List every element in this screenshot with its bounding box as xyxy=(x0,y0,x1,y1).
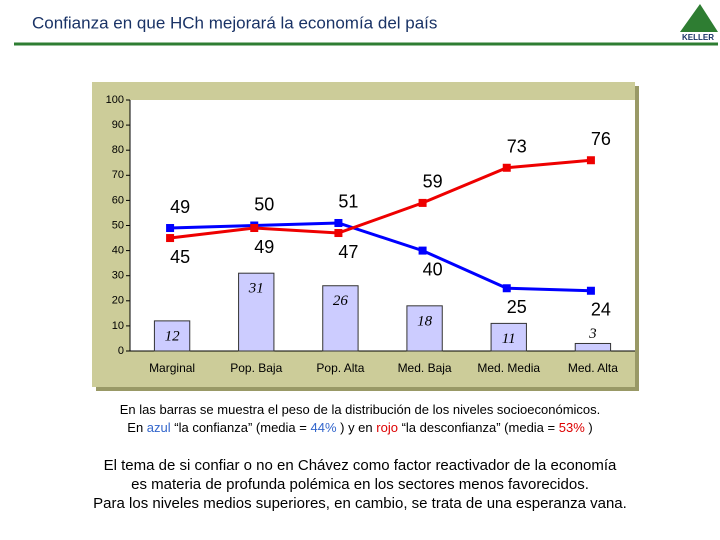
series-marker xyxy=(250,224,259,233)
note-segment: ) y en xyxy=(336,420,377,435)
paragraph-line: es materia de profunda polémica en los s… xyxy=(131,476,589,493)
x-tick-label: Med. Media xyxy=(477,361,540,375)
series-marker xyxy=(502,284,511,293)
y-tick-label: 90 xyxy=(112,119,124,131)
bar xyxy=(238,272,275,352)
note-line1: En las barras se muestra el peso de la d… xyxy=(119,402,601,417)
y-tick-label: 30 xyxy=(112,270,124,282)
series-marker xyxy=(418,246,427,255)
y-tick-label: 80 xyxy=(112,144,124,156)
note-segment: “la confianza” (media = xyxy=(170,420,311,435)
x-tick-label: Pop. Alta xyxy=(316,361,364,375)
bar-label: 31 xyxy=(248,281,264,297)
bar-label: 12 xyxy=(165,328,181,344)
point-label: 45 xyxy=(170,247,190,267)
point-label: 24 xyxy=(591,300,611,320)
series-marker xyxy=(502,163,511,172)
note-segment: rojo xyxy=(376,420,398,435)
y-tick-label: 100 xyxy=(106,94,124,106)
series-marker xyxy=(586,156,595,165)
bar xyxy=(322,285,359,352)
point-label: 25 xyxy=(507,297,527,317)
x-tick-label: Pop. Baja xyxy=(230,361,282,375)
series-marker xyxy=(166,234,175,243)
paragraph: El tema de si confiar o no en Chávez com… xyxy=(0,456,720,513)
point-label: 73 xyxy=(507,137,527,157)
bar-label: 11 xyxy=(502,331,516,347)
point-label: 40 xyxy=(423,259,443,279)
series-marker xyxy=(418,198,427,207)
bar xyxy=(153,320,191,352)
x-tick-label: Med. Baja xyxy=(398,361,452,375)
series-marker xyxy=(334,218,343,227)
y-tick-label: 50 xyxy=(112,219,124,231)
point-label: 49 xyxy=(254,237,274,257)
y-tick-label: 40 xyxy=(112,245,124,257)
note-segment: ) xyxy=(584,420,593,435)
paragraph-line: El tema de si confiar o no en Chávez com… xyxy=(103,457,617,474)
bar xyxy=(490,322,527,352)
x-tick-label: Marginal xyxy=(149,361,195,375)
note-segment: En xyxy=(127,420,147,435)
logo-mark xyxy=(680,4,718,32)
chart-title: Confianza en que HCh mejorará la economí… xyxy=(32,13,437,32)
bar xyxy=(574,342,612,352)
logo-text: KELLER xyxy=(682,33,714,42)
point-label: 49 xyxy=(170,197,190,217)
bar-label: 26 xyxy=(333,293,349,309)
series-marker xyxy=(586,286,595,295)
note-segment: “la desconfianza” (media = xyxy=(397,420,559,435)
chart: Confianza en que HCh mejorará la economí… xyxy=(14,4,718,391)
bar-label: 3 xyxy=(588,326,597,342)
point-label: 59 xyxy=(423,172,443,192)
point-label: 47 xyxy=(338,242,358,262)
y-tick-label: 20 xyxy=(112,295,124,307)
series-marker xyxy=(334,229,343,238)
point-label: 51 xyxy=(338,192,358,212)
point-label: 50 xyxy=(254,194,274,214)
bar xyxy=(406,305,443,352)
y-tick-label: 70 xyxy=(112,169,124,181)
y-tick-label: 0 xyxy=(118,345,124,357)
series-line xyxy=(170,221,591,293)
note-segment: 44% xyxy=(310,420,337,435)
series-line xyxy=(169,158,592,240)
y-tick-label: 60 xyxy=(112,194,124,206)
point-label: 76 xyxy=(591,129,611,149)
bar-label: 18 xyxy=(417,313,433,329)
note-segment: 53% xyxy=(558,420,585,435)
series-marker xyxy=(166,224,175,233)
note-segment: azul xyxy=(146,420,171,435)
note-line2: En azul “la confianza” (media = 44% ) y … xyxy=(0,420,720,435)
y-tick-label: 10 xyxy=(112,320,124,332)
paragraph-line: Para los niveles medios superiores, en c… xyxy=(93,495,627,512)
x-tick-label: Med. Alta xyxy=(568,361,618,375)
